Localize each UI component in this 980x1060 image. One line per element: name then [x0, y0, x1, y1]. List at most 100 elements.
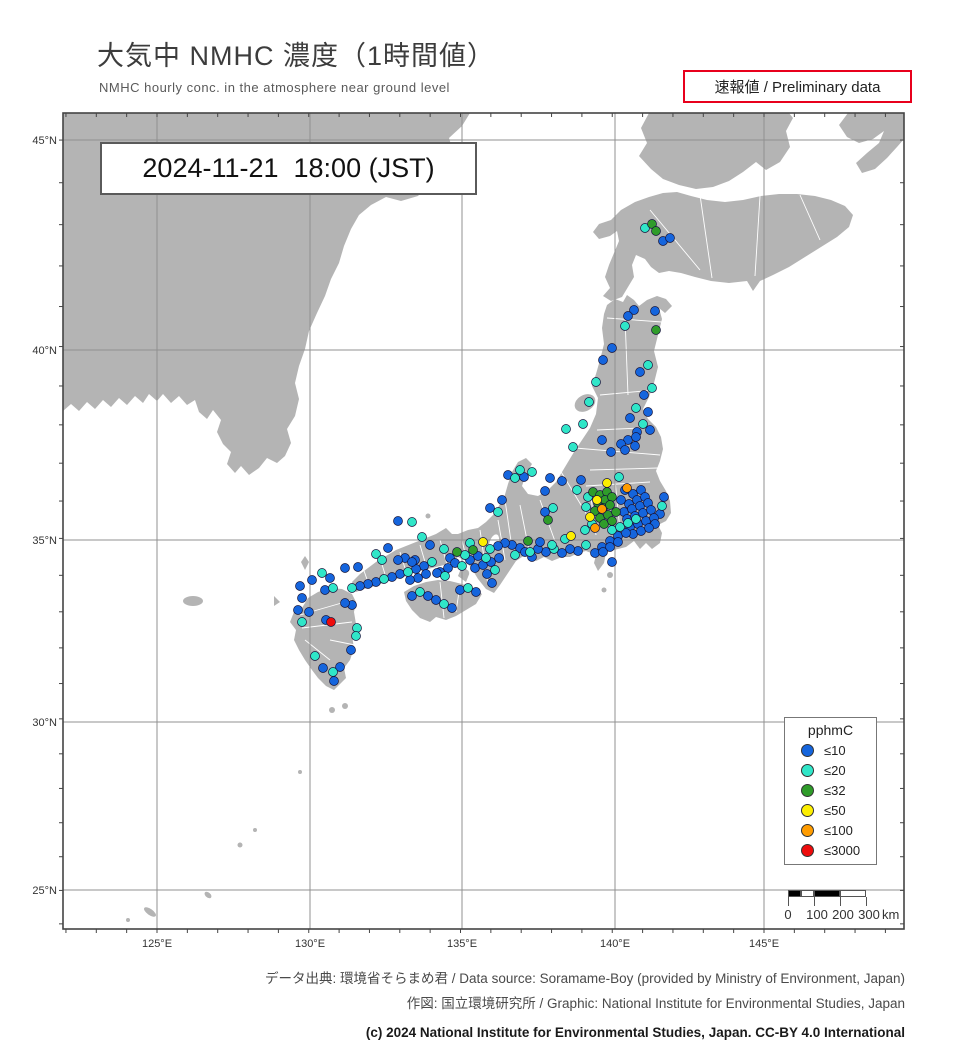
station-dot: [566, 531, 576, 541]
station-dot: [293, 605, 303, 615]
station-dot: [340, 598, 350, 608]
station-dot: [497, 495, 507, 505]
station-dot: [590, 523, 600, 533]
scale-label: 200: [832, 907, 854, 922]
station-dots-layer: [293, 219, 675, 686]
copyright-line: (c) 2024 National Institute for Environm…: [365, 1025, 905, 1040]
scale-unit: km: [882, 907, 900, 922]
station-dot: [377, 555, 387, 565]
station-dot: [581, 502, 591, 512]
lon-axis-label: 130°E: [295, 938, 325, 950]
lon-axis-label: 140°E: [600, 938, 630, 950]
station-dot: [363, 579, 373, 589]
station-dot: [318, 663, 328, 673]
station-dot: [631, 514, 641, 524]
legend-dot-yellow: [801, 803, 814, 817]
island-goto: [274, 596, 280, 606]
legend-row: ≤100: [785, 820, 876, 840]
map-frame: [62, 112, 905, 930]
graphic-credit: 作図: 国立環境研究所 / Graphic: National Institut…: [406, 996, 905, 1011]
station-dot: [419, 561, 429, 571]
legend-dot-orange: [801, 823, 814, 837]
station-dot: [592, 495, 602, 505]
station-dot: [493, 541, 503, 551]
island-oki: [425, 513, 431, 519]
station-dot: [605, 500, 615, 510]
island-okinawa-1: [204, 891, 212, 899]
station-dot: [355, 581, 365, 591]
station-dot: [545, 473, 555, 483]
timestamp-box: 2024-11-21 18:00 (JST): [100, 142, 477, 195]
station-dot: [485, 503, 495, 513]
continent-asia: [63, 113, 470, 475]
station-dot: [460, 550, 470, 560]
landmass-layer: [63, 113, 904, 922]
station-dot: [573, 546, 583, 556]
station-dot: [423, 591, 433, 601]
legend-dot-cyan: [801, 763, 814, 777]
station-dot: [304, 607, 314, 617]
station-dot: [572, 485, 582, 495]
lat-axis-label: 25°N: [32, 885, 57, 897]
legend-row: ≤10: [785, 740, 876, 760]
station-dot: [425, 540, 435, 550]
station-dot: [631, 432, 641, 442]
legend-dot-blue: [801, 743, 814, 757]
station-dot: [413, 573, 423, 583]
station-dot: [540, 486, 550, 496]
station-dot: [665, 233, 675, 243]
island-hokkaido: [593, 192, 853, 301]
scale-label: 300: [858, 907, 880, 922]
island-sakhalin: [639, 113, 793, 189]
island-izu-2: [601, 587, 607, 593]
station-dot: [607, 557, 617, 567]
legend-dot-green: [801, 783, 814, 797]
axis-label-layer: 125°E 130°E 135°E 140°E 145°E 45°N 40°N 35°N 30°…: [32, 135, 779, 950]
station-dot: [383, 543, 393, 553]
station-dot: [635, 367, 645, 377]
station-dot: [470, 563, 480, 573]
station-dot: [535, 537, 545, 547]
footer: データ出典: 環境省そらまめ君 / Data source: Soramame-…: [45, 966, 905, 1045]
station-dot: [455, 585, 465, 595]
station-dot: [623, 518, 633, 528]
station-dot: [371, 577, 381, 587]
station-dot: [297, 593, 307, 603]
timestamp-text: 2024-11-21 18:00 (JST): [142, 153, 435, 183]
island-jeju: [183, 596, 203, 606]
station-dot: [463, 583, 473, 593]
lat-axis-label: 40°N: [32, 345, 57, 357]
station-dot: [325, 573, 335, 583]
station-dot: [415, 587, 425, 597]
station-dot: [329, 676, 339, 686]
station-dot: [623, 311, 633, 321]
station-dot: [611, 507, 621, 517]
station-dot: [525, 547, 535, 557]
legend-label: ≤32: [824, 782, 846, 798]
station-dot: [395, 569, 405, 579]
station-dot: [614, 472, 624, 482]
station-dot: [510, 473, 520, 483]
station-dot: [493, 507, 503, 517]
station-dot: [543, 515, 553, 525]
station-dot: [616, 495, 626, 505]
station-dot: [307, 575, 317, 585]
station-dot: [335, 662, 345, 672]
station-dot: [557, 548, 567, 558]
lat-axis-label: 45°N: [32, 135, 57, 147]
station-dot: [352, 623, 362, 633]
station-dot: [371, 549, 381, 559]
island-izu-1: [607, 572, 613, 578]
legend-row: ≤32: [785, 780, 876, 800]
station-dot: [540, 507, 550, 517]
legend-title: pphmC: [807, 722, 854, 738]
station-dot: [393, 516, 403, 526]
station-dot: [452, 547, 462, 557]
station-dot: [644, 523, 654, 533]
scale-segment: [814, 890, 840, 897]
scale-segment: [788, 890, 801, 897]
station-dot: [647, 383, 657, 393]
station-dot: [471, 587, 481, 597]
station-dot: [407, 591, 417, 601]
station-dot: [478, 537, 488, 547]
